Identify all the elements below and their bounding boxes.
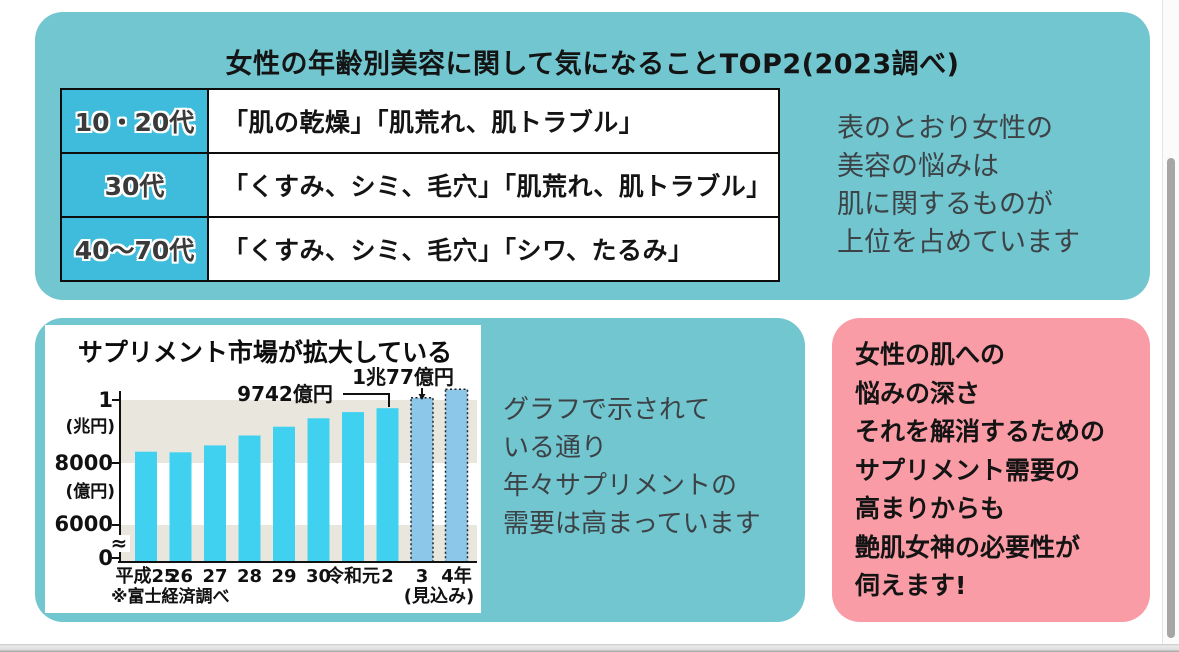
x-tick-label: 26 <box>168 566 193 587</box>
top-side-note: 表のとおり女性の 美容の悩みは 肌に関するものが 上位を占めています <box>837 113 1080 258</box>
age-group-cell: 30代 <box>60 152 209 218</box>
age-group-cell: 40〜70代 <box>60 216 209 282</box>
scrollbar-track[interactable] <box>1162 0 1179 645</box>
forecast-note: (見込み) <box>404 586 474 607</box>
annotation-9742: 9742億円 <box>237 382 333 406</box>
table-row: 10・20代 「肌の乾燥」「肌荒れ、肌トラブル」 <box>60 88 780 154</box>
x-tick-label: 28 <box>237 566 262 587</box>
annotation-connector-line <box>343 393 390 407</box>
bottom-window-edge <box>0 644 1179 652</box>
axis-break-mask <box>109 535 130 552</box>
x-tick-label: 27 <box>202 566 227 587</box>
scrollbar-thumb[interactable] <box>1167 158 1175 638</box>
chart-title: サプリメント市場が拡大している <box>78 338 452 367</box>
bar-3 <box>410 397 434 563</box>
bar-29 <box>273 426 295 562</box>
chart-axes <box>112 391 477 563</box>
bar-平成25 <box>135 451 157 562</box>
y-axis-unit: (兆円) <box>65 417 115 437</box>
bar-27 <box>204 445 226 562</box>
top-panel: 女性の年齢別美容に関して気になることTOP2(2023調べ) 10・20代 「肌… <box>35 12 1150 300</box>
y-tick-label: 6000 <box>55 512 113 536</box>
chart-source-note: ※富士経済調べ <box>111 586 230 607</box>
concerns-cell: 「くすみ、シミ、毛穴」「肌荒れ、肌トラブル」 <box>207 152 780 218</box>
x-tick-label: 3 <box>416 566 429 587</box>
bar-28 <box>238 435 261 562</box>
y-axis-labels: 1 (兆円) 8000 (億円) 6000 0 <box>55 388 115 570</box>
bar-令和元 <box>342 412 364 562</box>
table-row: 40〜70代 「くすみ、シミ、毛穴」「シワ、たるみ」 <box>60 216 780 282</box>
y-tick-label: 1 <box>98 388 113 412</box>
x-tick-label: 平成25 <box>115 565 176 587</box>
chart-panel: ≈ 1 (兆円) 8000 (億円) 6000 0 平成25 26 27 28 29 30… <box>35 318 805 622</box>
insight-text: 女性の肌への 悩みの深さ それを解消するための サプリメント需要の 高まりからも… <box>855 340 1106 600</box>
axis-break-icon: ≈ <box>111 531 128 555</box>
bar-4年 <box>444 388 469 563</box>
x-tick-label: 令和元 <box>325 565 380 587</box>
x-tick-label: 30 <box>306 566 331 587</box>
chart-side-note: グラフで示されて いる通り 年々サプリメントの 需要は高まっています <box>503 395 761 539</box>
concerns-cell: 「くすみ、シミ、毛穴」「シワ、たるみ」 <box>207 216 780 282</box>
annotation-1cho77: 1兆77億円 <box>352 365 454 389</box>
age-group-cell: 10・20代 <box>60 88 209 154</box>
bar-30 <box>307 418 330 562</box>
table-row: 30代 「くすみ、シミ、毛穴」「肌荒れ、肌トラブル」 <box>60 152 780 218</box>
x-tick-label: 2 <box>381 566 394 587</box>
bar-26 <box>169 452 192 562</box>
y-tick-label: 0 <box>98 546 113 570</box>
chart-card: ≈ 1 (兆円) 8000 (億円) 6000 0 平成25 26 27 28 29 30… <box>45 325 481 613</box>
bar-2 <box>376 408 399 562</box>
chart-bars <box>135 388 469 563</box>
x-tick-label: 4年 <box>441 565 472 587</box>
annotation-arrow <box>418 388 426 400</box>
insight-panel: 女性の肌への 悩みの深さ それを解消するための サプリメント需要の 高まりからも… <box>832 318 1150 622</box>
concerns-cell: 「肌の乾燥」「肌荒れ、肌トラブル」 <box>207 88 780 154</box>
concerns-table: 10・20代 「肌の乾燥」「肌荒れ、肌トラブル」 30代 「くすみ、シミ、毛穴」… <box>60 88 780 282</box>
y-axis-unit: (億円) <box>65 481 115 502</box>
y-tick-label: 8000 <box>55 451 113 475</box>
top-panel-title: 女性の年齢別美容に関して気になることTOP2(2023調べ) <box>225 49 960 80</box>
x-tick-label: 29 <box>271 566 296 587</box>
